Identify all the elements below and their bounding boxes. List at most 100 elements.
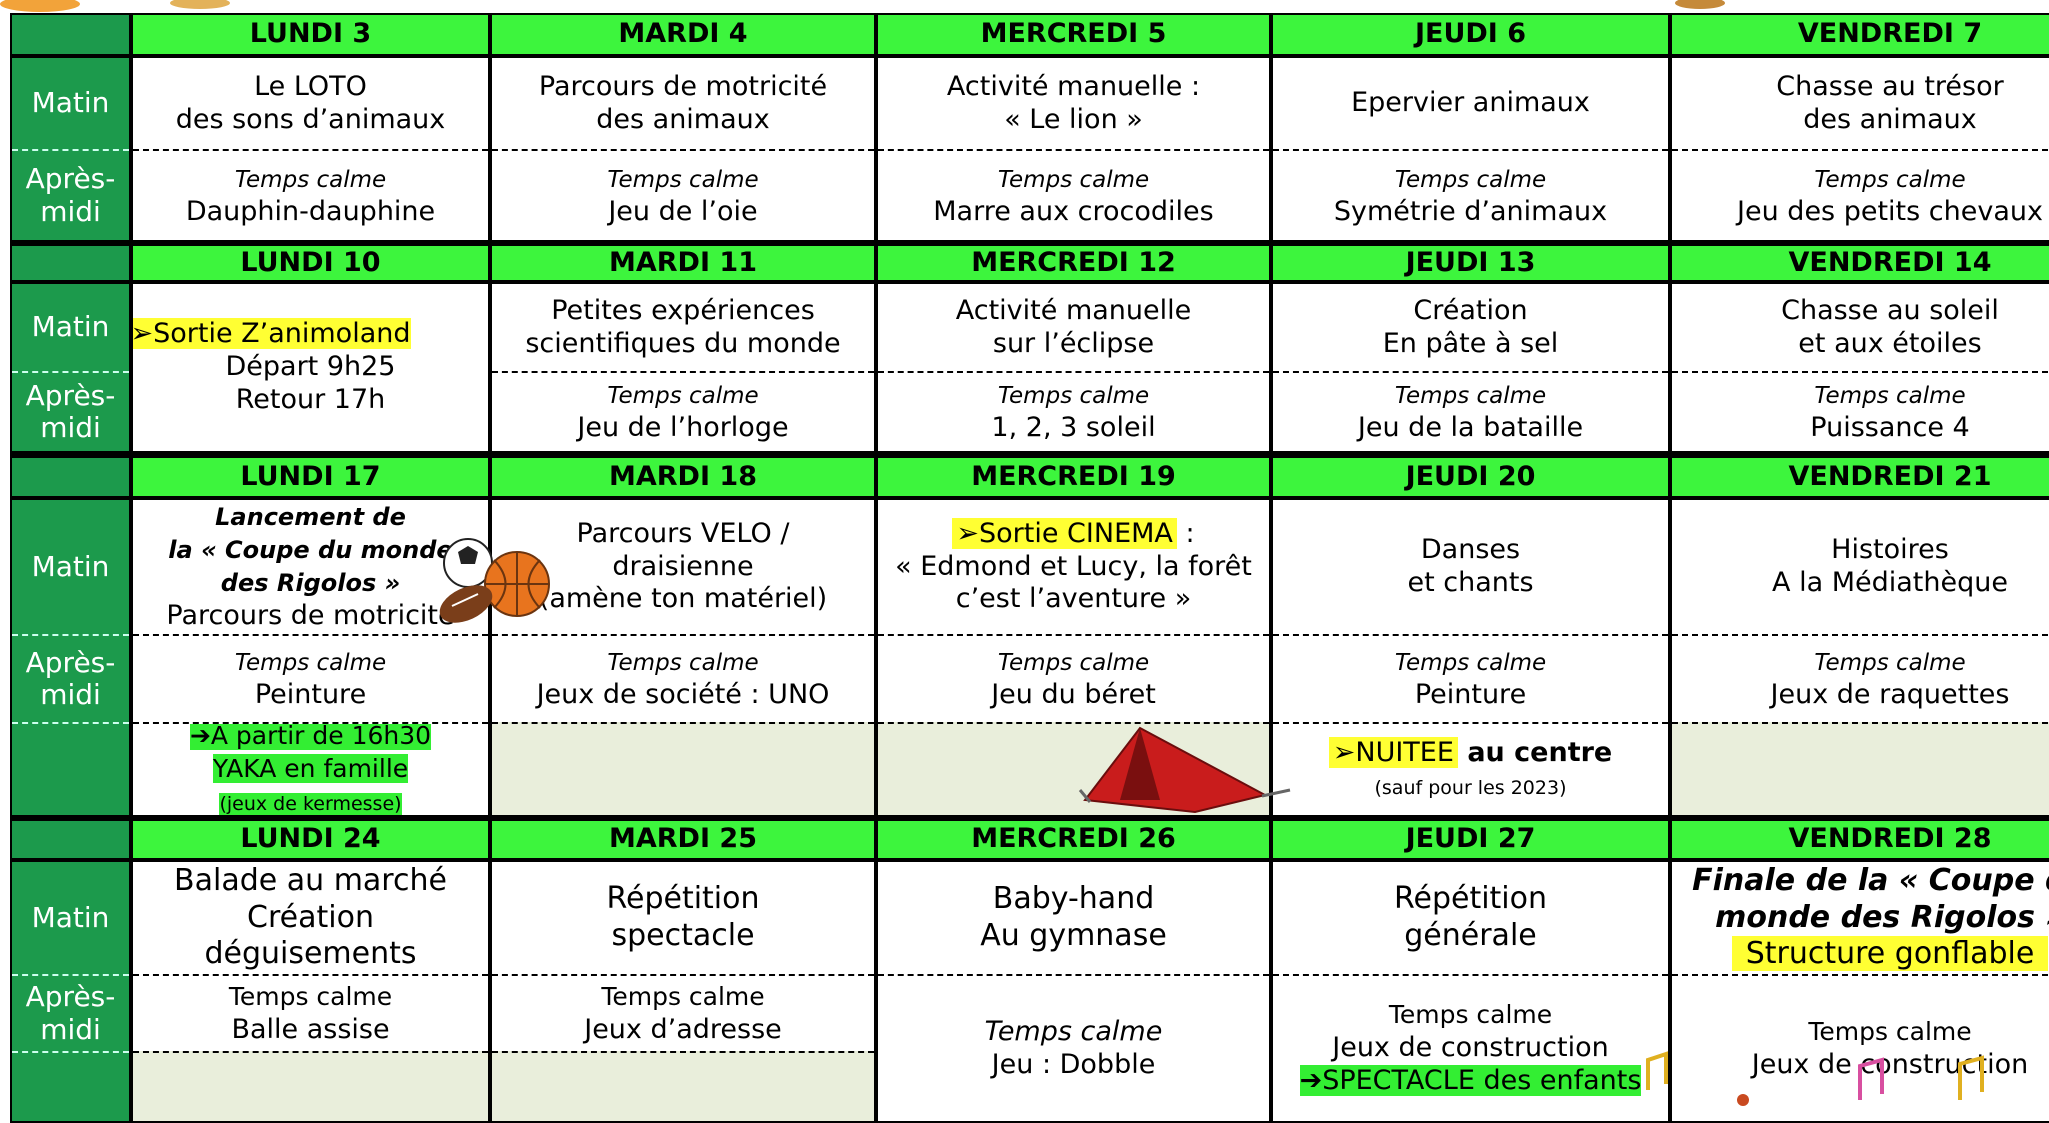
line: Temps calme: [235, 163, 386, 196]
activity-cell: Danses et chants: [1273, 500, 1668, 634]
line: Jeu de la bataille: [1358, 412, 1583, 445]
text: Création: [247, 899, 374, 935]
line: Jeux de construction: [1752, 1049, 2029, 1082]
line: des animaux: [1803, 104, 1977, 137]
line: Jeu de l’horloge: [577, 412, 788, 445]
line: En pâte à sel: [1383, 328, 1559, 361]
line: Temps calme: [998, 379, 1149, 412]
text: Temps calme: [234, 650, 387, 677]
line: Temps calme: [607, 379, 758, 412]
day-title: LUNDI 24: [240, 823, 381, 855]
text: scientifiques du monde: [525, 327, 841, 359]
line: Balade au marché: [174, 863, 447, 900]
row-label: Après-midi: [12, 149, 129, 240]
line: Temps calme: [1814, 646, 1965, 679]
activity-cell: Répétition générale: [1273, 862, 1668, 974]
line: Temps calme: [601, 981, 764, 1014]
activity-cell: Temps calme Jeux de construction ➔SPECTACL…: [1273, 974, 1668, 1121]
text: Parcours de motricité: [538, 70, 828, 102]
activity-cell: Temps calme Marre aux crocodiles: [878, 149, 1269, 240]
text: Temps calme: [228, 981, 393, 1011]
day-header: MERCREDI 19: [878, 458, 1269, 496]
line: Départ 9h25: [225, 351, 395, 384]
line: Epervier animaux: [1351, 87, 1590, 120]
activity-cell: Répétition spectacle: [492, 862, 874, 974]
text: Jeu du béret: [991, 679, 1156, 710]
line: Chasse au soleil: [1781, 295, 1999, 328]
text: « Le lion »: [1004, 103, 1143, 135]
text: (jeux de kermesse): [219, 792, 402, 815]
text: c’est l’aventure »: [955, 583, 1192, 615]
line: « Le lion »: [1004, 104, 1143, 137]
line: Au gymnase: [980, 918, 1167, 955]
text: Parcours de motricité: [166, 599, 455, 631]
text: Temps calme: [984, 1015, 1163, 1047]
day-title: VENDREDI 28: [1788, 823, 1992, 855]
text: A la Médiathèque: [1772, 567, 2008, 598]
day-title: VENDREDI 14: [1788, 246, 1992, 278]
day-header: MERCREDI 12: [878, 246, 1269, 280]
extra-cell: [133, 1051, 488, 1121]
line: Parcours de motricité: [166, 600, 454, 633]
line: Jeux de société : UNO: [537, 679, 830, 712]
activity-cell: Chasse au soleil et aux étoiles: [1672, 284, 2049, 371]
label-text: Matin: [31, 86, 110, 120]
activity-cell: Temps calme Symétrie d’animaux: [1273, 149, 1668, 240]
text: Activité manuelle :: [946, 70, 1201, 102]
extra-cell: [492, 722, 874, 815]
line: et chants: [1407, 567, 1533, 600]
activity-cell: Le LOTO des sons d’animaux: [133, 58, 488, 149]
line: la « Coupe du monde: [168, 534, 452, 567]
label-text: Matin: [31, 900, 110, 934]
text: des Rigolos »: [220, 569, 401, 597]
day-header: VENDREDI 7: [1672, 15, 2049, 54]
activity-cell: Petites expériences scientifiques du mond…: [492, 284, 874, 371]
line: Jeux d’adresse: [584, 1014, 782, 1047]
text: (amène ton matériel): [538, 583, 828, 615]
text-segment: ➢Sortie CINEMA: [952, 517, 1177, 549]
text: Temps calme: [607, 166, 759, 193]
day-header: MERCREDI 26: [878, 821, 1269, 858]
line: monde des Rigolos »: [1715, 900, 2049, 937]
activity-cell: Temps calme Dauphin-dauphine: [133, 149, 488, 240]
activity-cell: Temps calme Jeux d’adresse: [492, 974, 874, 1051]
day-title: JEUDI 6: [1414, 18, 1527, 50]
day-header: VENDREDI 14: [1672, 246, 2049, 280]
line: Répétition: [1394, 881, 1547, 918]
text: Histoires: [1831, 534, 1949, 566]
line: Jeu des petits chevaux: [1737, 196, 2043, 229]
text: Finale de la « Coupe du: [1692, 863, 2049, 899]
day-header: JEUDI 13: [1273, 246, 1668, 280]
text: Temps calme: [1814, 650, 1966, 677]
text: monde des Rigolos »: [1715, 899, 2049, 935]
top-strip: [0, 0, 1725, 12]
activity-cell: Temps calme Jeu du béret: [878, 634, 1269, 722]
line: Dauphin-dauphine: [186, 196, 435, 229]
extra-cell: [1672, 722, 2049, 815]
activity-cell: Temps calme 1, 2, 3 soleil: [878, 371, 1269, 451]
line: Finale de la « Coupe du: [1692, 863, 2049, 900]
day-header: LUNDI 17: [133, 458, 488, 496]
day-title: MARDI 25: [609, 823, 757, 855]
day-header: JEUDI 20: [1273, 458, 1668, 496]
line: ➢NUITEE au centre: [1328, 736, 1612, 770]
text: Temps calme: [1394, 166, 1547, 193]
line: (sauf pour les 2023): [1375, 770, 1567, 803]
text: « Edmond et Lucy, la forêt: [895, 550, 1252, 582]
day-header: LUNDI 3: [133, 15, 488, 54]
day-header: MARDI 11: [492, 246, 874, 280]
day-title: JEUDI 13: [1405, 246, 1536, 278]
day-title: JEUDI 20: [1405, 460, 1536, 492]
text: Temps calme: [1814, 383, 1966, 410]
line: A la Médiathèque: [1772, 567, 2008, 600]
text: Temps calme: [1814, 166, 1966, 193]
activity-cell: Temps calme Jeu de l’horloge: [492, 371, 874, 451]
text: Lancement de: [215, 503, 406, 532]
line: ➢Sortie Z’animoland: [133, 318, 411, 351]
line: Petites expériences: [551, 295, 815, 328]
day-header: MARDI 25: [492, 821, 874, 858]
activity-cell: Temps calme Balle assise: [133, 974, 488, 1051]
line: spectacle: [611, 918, 754, 955]
line: Temps calme: [998, 163, 1149, 196]
label-header: [12, 821, 129, 858]
